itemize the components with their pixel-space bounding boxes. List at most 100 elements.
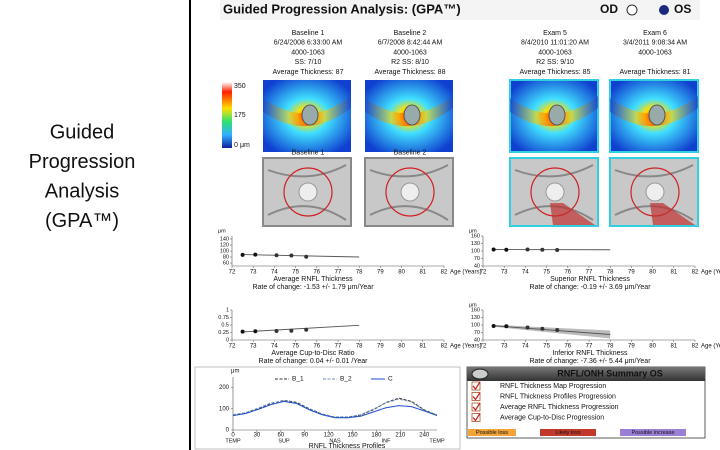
trend-title: Average Cup-to-Disc Ratio bbox=[271, 350, 354, 357]
legend-chip bbox=[468, 429, 516, 436]
scan-circle bbox=[283, 167, 333, 217]
trend-point bbox=[274, 329, 279, 333]
vessels bbox=[267, 164, 347, 221]
x-tick-label: 120 bbox=[324, 433, 335, 439]
y-tick-label: 100 bbox=[471, 248, 480, 254]
trend-point bbox=[304, 254, 309, 259]
x-tick-label: 75 bbox=[292, 270, 299, 276]
trend-point bbox=[555, 248, 560, 252]
trend-point bbox=[253, 329, 258, 334]
optic-disc bbox=[548, 104, 566, 126]
x-tick-label: 80 bbox=[649, 270, 656, 276]
trend-point bbox=[240, 252, 245, 257]
trend-point bbox=[504, 247, 509, 252]
region-label: TEMP bbox=[429, 438, 445, 444]
slide-title-line: (GPA™) bbox=[45, 210, 119, 232]
map-caption: Baseline 1 bbox=[292, 149, 325, 156]
trend-rate: Rate of change: -7.36 +/- 5.44 μm/Year bbox=[529, 358, 651, 365]
x-axis-label: Age (Years) bbox=[701, 344, 720, 350]
x-tick-label: 82 bbox=[692, 344, 699, 350]
x-tick-label: 72 bbox=[229, 270, 236, 276]
exam-code: 4000-1063 bbox=[638, 49, 672, 56]
report-title: Guided Progression Analysis: (GPA™) bbox=[223, 1, 461, 16]
x-tick-label: 82 bbox=[441, 270, 448, 276]
optic-disc bbox=[301, 104, 319, 126]
x-tick-label: 90 bbox=[301, 433, 308, 439]
trend-point bbox=[491, 324, 496, 328]
thickness-band bbox=[510, 96, 598, 127]
check bbox=[472, 381, 481, 391]
x-tick-label: 73 bbox=[250, 270, 257, 276]
x-tick-label: 81 bbox=[419, 270, 426, 276]
exam-avg: Average Thickness: 87 bbox=[273, 69, 344, 76]
trend-title: Inferior RNFL Thickness bbox=[552, 350, 628, 357]
legend-label: B_2 bbox=[340, 376, 352, 383]
y-tick-label: 100 bbox=[220, 248, 229, 254]
trend-fit bbox=[242, 324, 360, 333]
trend-point bbox=[240, 329, 245, 334]
y-tick-label: 40 bbox=[474, 263, 480, 269]
legend-chip bbox=[540, 429, 596, 436]
region-label: SUP bbox=[278, 438, 290, 444]
disc bbox=[400, 182, 420, 202]
scale-label: 350 bbox=[234, 83, 246, 90]
x-axis-label: Age (Years) bbox=[450, 344, 481, 350]
exam-avg: Average Thickness: 81 bbox=[620, 69, 691, 76]
optic-disc bbox=[403, 104, 421, 126]
y-tick-label: 40 bbox=[474, 337, 480, 343]
x-tick-label: 73 bbox=[501, 344, 508, 350]
x-tick-label: 75 bbox=[292, 344, 299, 350]
disc bbox=[645, 182, 665, 202]
y-tick-label: 0.25 bbox=[218, 330, 229, 336]
thickness-band bbox=[610, 96, 698, 127]
map-caption: Baseline 2 bbox=[394, 149, 427, 156]
check bbox=[472, 402, 481, 412]
exam-date: 6/24/2008 6:33:00 AM bbox=[274, 40, 343, 47]
exam-date: 6/7/2008 8:42:44 AM bbox=[378, 40, 443, 47]
scale-label: 175 bbox=[234, 112, 246, 119]
profile-line bbox=[232, 398, 438, 418]
progression-area bbox=[550, 203, 595, 225]
disc bbox=[545, 182, 565, 202]
trend-title: Average RNFL Thickness bbox=[273, 276, 353, 283]
trend-point bbox=[274, 253, 279, 258]
check bbox=[472, 392, 481, 401]
x-tick-label: 81 bbox=[670, 344, 677, 350]
x-tick-label: 81 bbox=[419, 344, 426, 350]
x-tick-label: 75 bbox=[543, 344, 550, 350]
legend-label: C bbox=[388, 376, 393, 383]
x-tick-label: 82 bbox=[441, 344, 448, 350]
legend-label: B_1 bbox=[292, 376, 304, 383]
x-tick-label: 150 bbox=[348, 433, 359, 439]
eye-icon bbox=[471, 368, 489, 380]
trend-point bbox=[555, 328, 560, 332]
y-tick-label: 60 bbox=[223, 260, 229, 266]
x-tick-label: 0 bbox=[231, 433, 235, 439]
region-label: NAS bbox=[329, 438, 341, 444]
y-unit: μm bbox=[218, 228, 226, 234]
y-tick-label: 100 bbox=[219, 406, 230, 412]
x-tick-label: 74 bbox=[522, 344, 529, 350]
report: Guided Progression Analysis: (GPA™) OD O… bbox=[220, 0, 700, 148]
trend-title: Superior RNFL Thickness bbox=[550, 276, 630, 283]
checkbox bbox=[471, 392, 481, 401]
profile-frame bbox=[194, 366, 461, 450]
slide-title-line: Analysis bbox=[45, 180, 119, 202]
scan-circle bbox=[385, 167, 435, 217]
vessels bbox=[369, 164, 449, 221]
x-axis-label: Age (Years) bbox=[701, 270, 720, 276]
x-tick-label: 79 bbox=[628, 270, 635, 276]
y-tick-label: 130 bbox=[471, 315, 480, 321]
x-tick-label: 74 bbox=[522, 270, 529, 276]
scale-label: 0 bbox=[234, 142, 238, 149]
trend-point bbox=[504, 324, 509, 329]
y-tick-label: 200 bbox=[219, 385, 230, 391]
x-tick-label: 77 bbox=[335, 270, 342, 276]
y-tick-label: 70 bbox=[474, 256, 480, 262]
x-tick-label: 74 bbox=[271, 270, 278, 276]
x-tick-label: 78 bbox=[356, 270, 363, 276]
summary-item: RNFL Thickness Map Progression bbox=[500, 383, 606, 390]
x-tick-label: 76 bbox=[313, 344, 320, 350]
